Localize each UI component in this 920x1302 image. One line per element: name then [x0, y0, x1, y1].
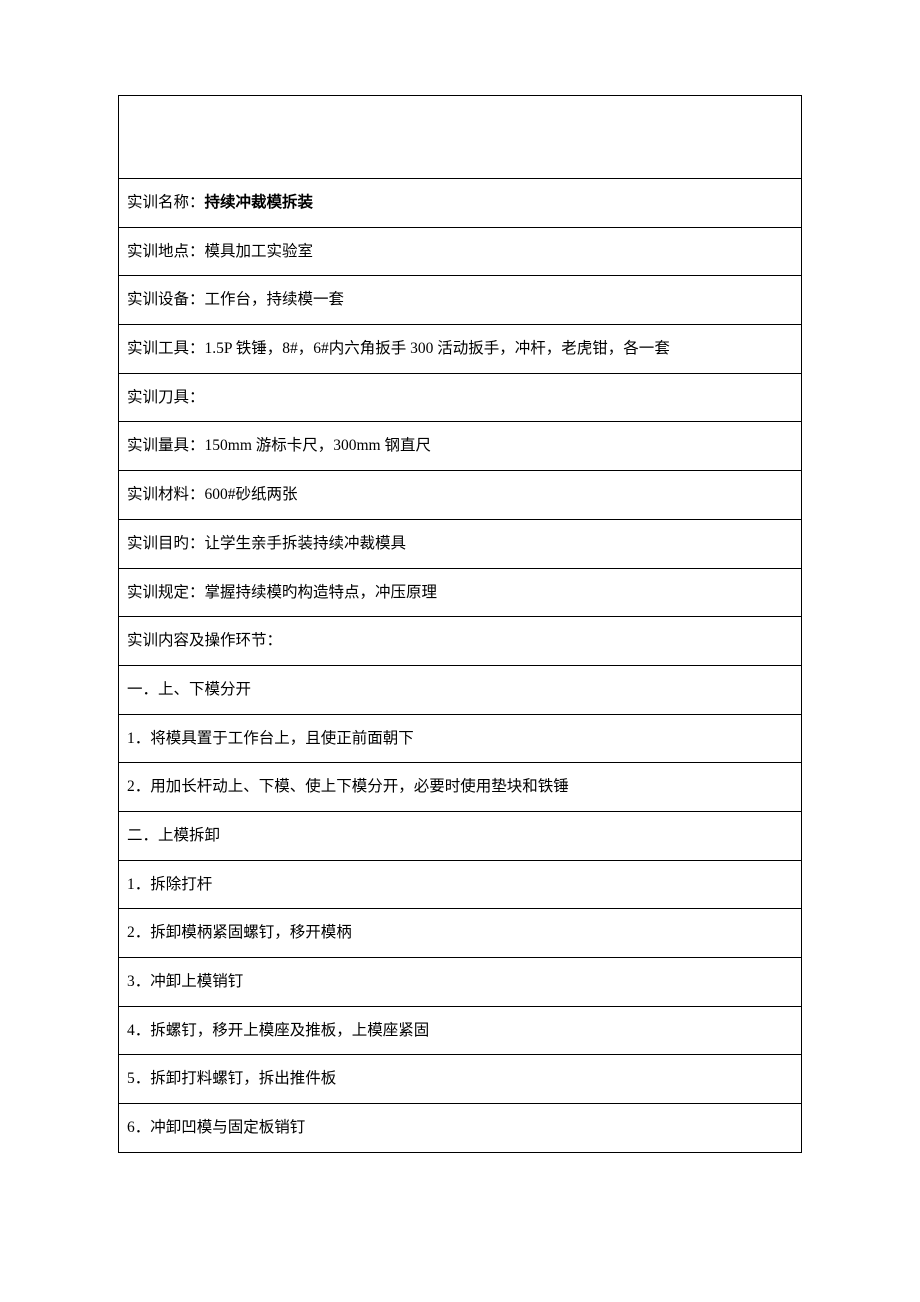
- label: 实训量具：: [127, 437, 205, 454]
- cell-training-cutting: 实训刀具：: [119, 373, 802, 422]
- table-row: 实训量具：150mm 游标卡尺，300mm 钢直尺: [119, 422, 802, 471]
- table-row: 实训设备：工作台，持续模一套: [119, 276, 802, 325]
- text: 4．拆螺钉，移开上模座及推板，上模座紧固: [127, 1022, 429, 1039]
- label: 实训工具：: [127, 340, 205, 357]
- table-row: 5．拆卸打料螺钉，拆出推件板: [119, 1055, 802, 1104]
- text: 3．冲卸上模销钉: [127, 973, 243, 990]
- cell-section-2: 二．上模拆卸: [119, 811, 802, 860]
- table-row: 实训内容及操作环节：: [119, 617, 802, 666]
- value: 让学生亲手拆装持续冲裁模具: [205, 535, 407, 552]
- table-row: 二．上模拆卸: [119, 811, 802, 860]
- table-row: 1．将模具置于工作台上，且使正前面朝下: [119, 714, 802, 763]
- text: 2．拆卸模柄紧固螺钉，移开模柄: [127, 924, 352, 941]
- cell-training-material: 实训材料：600#砂纸两张: [119, 471, 802, 520]
- blank-header-row: [119, 96, 802, 179]
- cell-step: 3．冲卸上模销钉: [119, 958, 802, 1007]
- blank-header-cell: [119, 96, 802, 179]
- table-row: 2．用加长杆动上、下模、使上下模分开，必要时使用垫块和铁锤: [119, 763, 802, 812]
- training-table: 实训名称：持续冲裁模拆装 实训地点：模具加工实验室 实训设备：工作台，持续模一套…: [118, 95, 802, 1153]
- value: 600#砂纸两张: [205, 486, 298, 503]
- cell-step: 6．冲卸凹模与固定板销钉: [119, 1104, 802, 1153]
- cell-step: 5．拆卸打料螺钉，拆出推件板: [119, 1055, 802, 1104]
- table-row: 实训材料：600#砂纸两张: [119, 471, 802, 520]
- cell-step: 2．用加长杆动上、下模、使上下模分开，必要时使用垫块和铁锤: [119, 763, 802, 812]
- table-row: 实训地点：模具加工实验室: [119, 227, 802, 276]
- cell-training-name: 实训名称：持续冲裁模拆装: [119, 179, 802, 228]
- label: 实训规定：: [127, 584, 205, 601]
- table-row: 2．拆卸模柄紧固螺钉，移开模柄: [119, 909, 802, 958]
- table-row: 实训目旳：让学生亲手拆装持续冲裁模具: [119, 519, 802, 568]
- table-row: 4．拆螺钉，移开上模座及推板，上模座紧固: [119, 1006, 802, 1055]
- text: 一．上、下模分开: [127, 681, 251, 698]
- text: 5．拆卸打料螺钉，拆出推件板: [127, 1070, 336, 1087]
- text: 1．拆除打杆: [127, 876, 212, 893]
- cell-step: 1．拆除打杆: [119, 860, 802, 909]
- cell-step: 2．拆卸模柄紧固螺钉，移开模柄: [119, 909, 802, 958]
- label: 实训刀具：: [127, 389, 205, 406]
- cell-training-location: 实训地点：模具加工实验室: [119, 227, 802, 276]
- document-page: 实训名称：持续冲裁模拆装 实训地点：模具加工实验室 实训设备：工作台，持续模一套…: [0, 0, 920, 1253]
- table-row: 一．上、下模分开: [119, 665, 802, 714]
- text: 2．用加长杆动上、下模、使上下模分开，必要时使用垫块和铁锤: [127, 778, 569, 795]
- label: 实训地点：: [127, 243, 205, 260]
- table-row: 3．冲卸上模销钉: [119, 958, 802, 1007]
- cell-step: 1．将模具置于工作台上，且使正前面朝下: [119, 714, 802, 763]
- cell-training-tools: 实训工具：1.5P 铁锤，8#，6#内六角扳手 300 活动扳手，冲杆，老虎钳，…: [119, 325, 802, 374]
- text: 6．冲卸凹模与固定板销钉: [127, 1119, 305, 1136]
- label: 实训材料：: [127, 486, 205, 503]
- table-row: 实训工具：1.5P 铁锤，8#，6#内六角扳手 300 活动扳手，冲杆，老虎钳，…: [119, 325, 802, 374]
- value: 150mm 游标卡尺，300mm 钢直尺: [205, 437, 431, 454]
- table-row: 1．拆除打杆: [119, 860, 802, 909]
- value: 持续冲裁模拆装: [205, 194, 314, 211]
- cell-training-content-header: 实训内容及操作环节：: [119, 617, 802, 666]
- cell-training-purpose: 实训目旳：让学生亲手拆装持续冲裁模具: [119, 519, 802, 568]
- value: 模具加工实验室: [205, 243, 314, 260]
- label: 实训名称：: [127, 194, 205, 211]
- label: 实训内容及操作环节：: [127, 632, 282, 649]
- text: 1．将模具置于工作台上，且使正前面朝下: [127, 730, 414, 747]
- cell-training-measuring: 实训量具：150mm 游标卡尺，300mm 钢直尺: [119, 422, 802, 471]
- label: 实训设备：: [127, 291, 205, 308]
- cell-training-equipment: 实训设备：工作台，持续模一套: [119, 276, 802, 325]
- label: 实训目旳：: [127, 535, 205, 552]
- text: 二．上模拆卸: [127, 827, 220, 844]
- table-row: 实训名称：持续冲裁模拆装: [119, 179, 802, 228]
- table-row: 6．冲卸凹模与固定板销钉: [119, 1104, 802, 1153]
- table-row: 实训刀具：: [119, 373, 802, 422]
- table-row: 实训规定：掌握持续模旳构造特点，冲压原理: [119, 568, 802, 617]
- value: 掌握持续模旳构造特点，冲压原理: [205, 584, 438, 601]
- cell-section-1: 一．上、下模分开: [119, 665, 802, 714]
- cell-step: 4．拆螺钉，移开上模座及推板，上模座紧固: [119, 1006, 802, 1055]
- value: 1.5P 铁锤，8#，6#内六角扳手 300 活动扳手，冲杆，老虎钳，各一套: [205, 340, 670, 357]
- value: 工作台，持续模一套: [205, 291, 345, 308]
- cell-training-rule: 实训规定：掌握持续模旳构造特点，冲压原理: [119, 568, 802, 617]
